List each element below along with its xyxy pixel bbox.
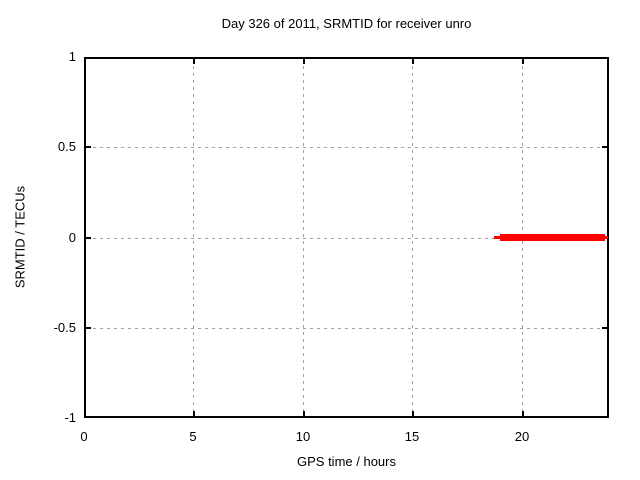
- x-axis-label: GPS time / hours: [297, 454, 396, 469]
- tick-right-0p5: [602, 146, 607, 148]
- tick-bottom-5: [193, 411, 195, 416]
- y-tick-label-m0p5: -0.5: [53, 320, 76, 335]
- tick-top-10: [303, 59, 305, 64]
- chart-title: Day 326 of 2011, SRMTID for receiver unr…: [221, 16, 472, 31]
- x-tick-label-5: 5: [189, 429, 197, 444]
- x-gridline-5: [193, 59, 194, 416]
- x-tick-label-15: 15: [404, 429, 420, 444]
- series-srmtid-segment: [500, 234, 605, 241]
- x-gridline-15: [412, 59, 413, 416]
- y-gridline-0p5: [86, 147, 607, 148]
- x-gridline-10: [303, 59, 304, 416]
- tick-top-5: [193, 59, 195, 64]
- x-tick-label-20: 20: [514, 429, 530, 444]
- plot-area: [84, 57, 609, 418]
- y-gridline-0: [86, 238, 607, 239]
- y-tick-label-m1: -1: [64, 410, 76, 425]
- tick-left-m0p5: [86, 327, 91, 329]
- tick-bottom-15: [412, 411, 414, 416]
- y-tick-label-1: 1: [68, 49, 76, 64]
- tick-bottom-10: [303, 411, 305, 416]
- tick-left-0: [86, 237, 91, 239]
- tick-bottom-20: [522, 411, 524, 416]
- y-tick-label-0: 0: [68, 230, 76, 245]
- x-tick-label-0: 0: [80, 429, 88, 444]
- tick-top-15: [412, 59, 414, 64]
- tick-left-0p5: [86, 146, 91, 148]
- tick-right-m0p5: [602, 327, 607, 329]
- x-tick-label-10: 10: [295, 429, 311, 444]
- y-gridline-m0p5: [86, 328, 607, 329]
- y-tick-label-0p5: 0.5: [57, 139, 76, 154]
- tick-top-20: [522, 59, 524, 64]
